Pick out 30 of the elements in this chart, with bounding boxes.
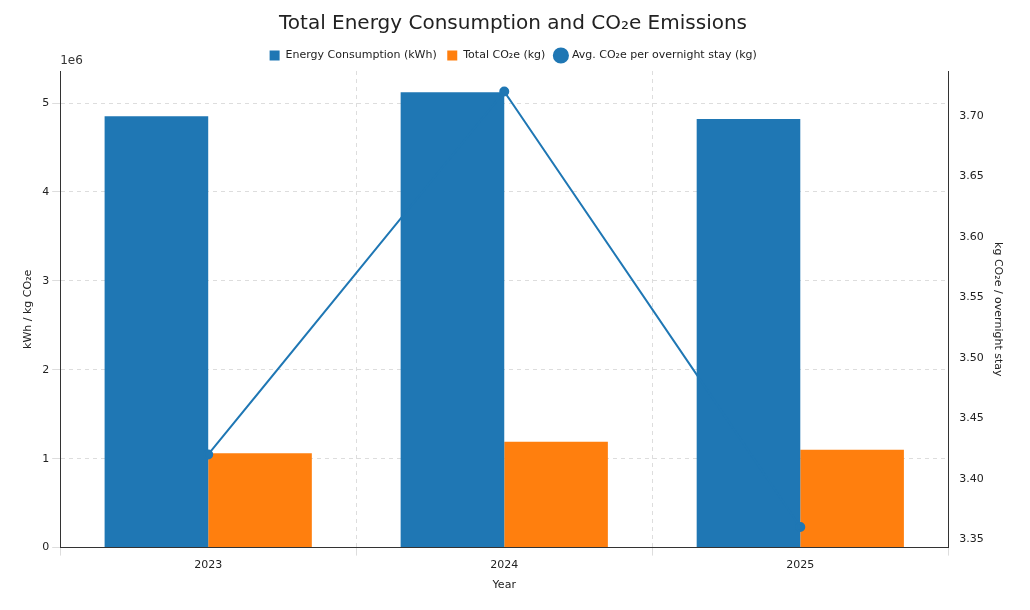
y2-axis-title: kg CO₂e / overnight stay xyxy=(991,242,1005,378)
y2-tick-label: 3.35 xyxy=(959,531,984,545)
y-axis-title: kWh / kg CO₂e xyxy=(21,269,35,349)
x-axis-title: Year xyxy=(491,578,517,592)
y2-tick-label: 3.40 xyxy=(959,471,984,485)
legend-label: Avg. CO₂e per overnight stay (kg) xyxy=(571,48,757,62)
legend-label: Total CO₂e (kg) xyxy=(462,48,546,62)
y-tick-label: 5 xyxy=(42,95,50,109)
x-tick-label: 2023 xyxy=(194,558,223,572)
point xyxy=(499,86,510,97)
y2-tick-label: 3.65 xyxy=(959,169,984,183)
y2-tick-label: 3.50 xyxy=(959,350,984,364)
bar xyxy=(104,116,209,548)
y2-tick-label: 3.60 xyxy=(959,229,984,243)
x-tick-label: 2025 xyxy=(786,558,815,572)
y-tick-label: 2 xyxy=(42,362,50,376)
y2-tick-label: 3.45 xyxy=(959,411,984,425)
bar xyxy=(800,449,904,548)
text: 1e6 xyxy=(60,53,83,68)
y-tick-label: 3 xyxy=(42,273,50,287)
bar xyxy=(208,453,312,548)
y-tick-label: 0 xyxy=(42,540,50,554)
legend-label: Energy Consumption (kWh) xyxy=(285,48,437,62)
y2-tick-label: 3.70 xyxy=(959,108,984,122)
y2-tick-label: 3.55 xyxy=(959,290,984,304)
x-tick-label: 2024 xyxy=(490,558,519,572)
y-tick-label: 1 xyxy=(42,451,50,465)
chart-title: Total Energy Consumption and CO₂e Emissions xyxy=(277,10,748,35)
bar xyxy=(504,441,608,548)
y-tick-label: 4 xyxy=(42,184,50,198)
